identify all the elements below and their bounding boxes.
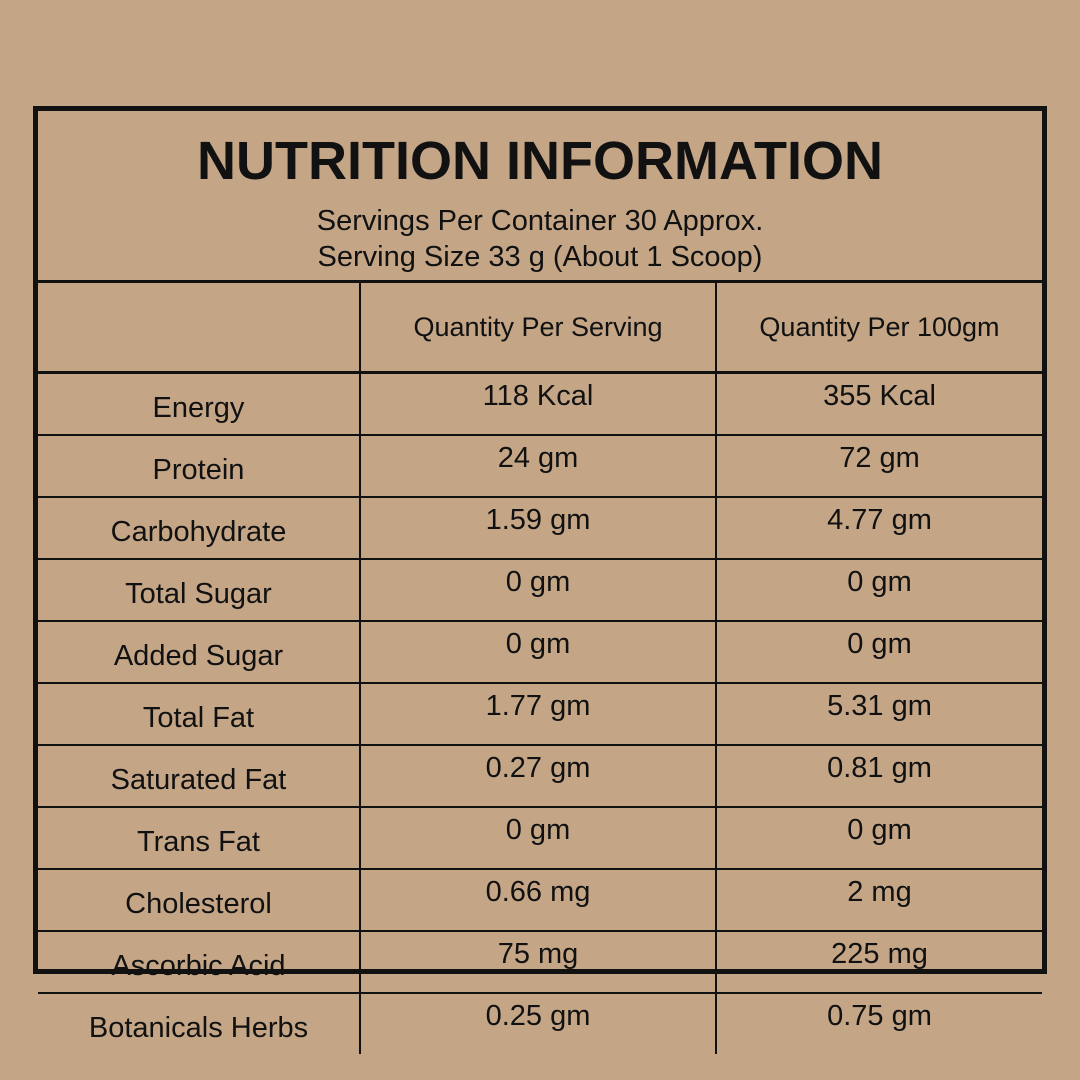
header-per-100gm: Quantity Per 100gm [715,283,1042,374]
table-row: Carbohydrate 1.59 gm 4.77 gm [38,496,1042,560]
per-serving-value: 0.66 mg [359,868,717,932]
nutrient-name: Cholesterol [38,868,361,932]
per-100gm-value: 4.77 gm [715,496,1042,560]
per-serving-value: 1.59 gm [359,496,717,560]
table-row: Total Sugar 0 gm 0 gm [38,558,1042,622]
per-100gm-value: 0.75 gm [715,992,1042,1054]
header-nutrient [38,283,361,374]
label-title: NUTRITION INFORMATION [197,131,883,191]
nutrient-name: Added Sugar [38,620,361,684]
table-row: Total Fat 1.77 gm 5.31 gm [38,682,1042,746]
per-serving-value: 75 mg [359,930,717,994]
per-100gm-value: 5.31 gm [715,682,1042,746]
per-serving-value: 1.77 gm [359,682,717,746]
nutrient-name: Botanicals Herbs [38,992,361,1054]
table-row: Added Sugar 0 gm 0 gm [38,620,1042,684]
per-serving-value: 0 gm [359,620,717,684]
per-serving-value: 118 Kcal [359,371,717,436]
nutrient-name: Saturated Fat [38,744,361,808]
per-serving-value: 0.27 gm [359,744,717,808]
nutrition-label: NUTRITION INFORMATION Servings Per Conta… [33,106,1047,1054]
table-row: Botanicals Herbs 0.25 gm 0.75 gm [38,992,1042,1054]
nutrient-name: Total Sugar [38,558,361,622]
nutrient-name: Total Fat [38,682,361,746]
table-row: Protein 24 gm 72 gm [38,434,1042,498]
per-100gm-value: 355 Kcal [715,371,1042,436]
per-100gm-value: 0 gm [715,620,1042,684]
per-100gm-value: 2 mg [715,868,1042,932]
nutrient-name: Protein [38,434,361,498]
nutrient-name: Energy [38,371,361,436]
table-row: Trans Fat 0 gm 0 gm [38,806,1042,870]
table-row: Saturated Fat 0.27 gm 0.81 gm [38,744,1042,808]
per-100gm-value: 72 gm [715,434,1042,498]
per-100gm-value: 0 gm [715,558,1042,622]
table-row: Energy 118 Kcal 355 Kcal [38,371,1042,436]
per-serving-value: 0 gm [359,558,717,622]
nutrition-table: Quantity Per Serving Quantity Per 100gm … [38,283,1042,1054]
servings-per-container: Servings Per Container 30 Approx. [316,205,764,237]
per-100gm-value: 0.81 gm [715,744,1042,808]
serving-size: Serving Size 33 g (About 1 Scoop) [317,241,763,273]
per-100gm-value: 0 gm [715,806,1042,870]
table-header-row: Quantity Per Serving Quantity Per 100gm [38,283,1042,374]
per-serving-value: 0 gm [359,806,717,870]
nutrient-name: Trans Fat [38,806,361,870]
table-row: Cholesterol 0.66 mg 2 mg [38,868,1042,932]
nutrient-name: Carbohydrate [38,496,361,560]
per-serving-value: 0.25 gm [359,992,717,1054]
table-row: Ascorbic Acid 75 mg 225 mg [38,930,1042,994]
header-per-serving: Quantity Per Serving [359,283,717,374]
label-header: NUTRITION INFORMATION Servings Per Conta… [38,111,1042,283]
per-serving-value: 24 gm [359,434,717,498]
per-100gm-value: 225 mg [715,930,1042,994]
nutrient-name: Ascorbic Acid [38,930,361,994]
